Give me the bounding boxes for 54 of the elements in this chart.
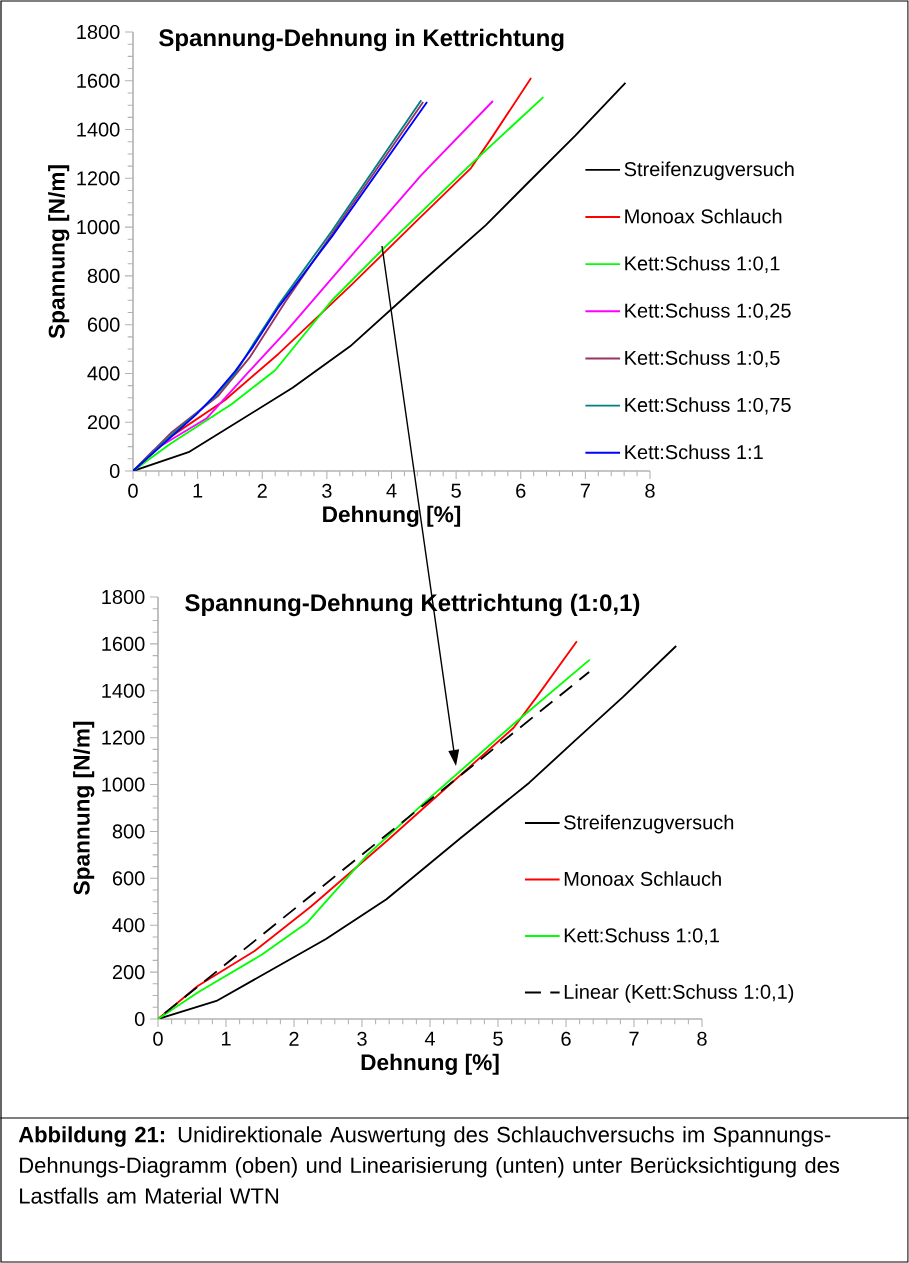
y-tick-label: 1200 [77, 171, 120, 186]
x-tick-label: 5 [451, 483, 461, 498]
y-tick-label: 1800 [77, 24, 120, 40]
y-tick-label: 200 [87, 415, 120, 430]
y-tick-label: 1200 [102, 730, 145, 745]
x-tick-label: 3 [322, 483, 332, 498]
y-axis-title: Spannung [N/m] [48, 165, 70, 339]
y-tick-label: 200 [112, 965, 145, 980]
legend-label: Linear (Kett:Schuss 1:0,1) [564, 984, 794, 1003]
y-tick-label: 1400 [77, 122, 120, 137]
legend-label: Kett:Schuss 1:0,1 [564, 927, 719, 945]
y-tick-label: 1000 [77, 220, 120, 235]
legend-label: Kett:Schuss 1:0,75 [625, 397, 791, 415]
x-tick-label: 7 [580, 483, 590, 498]
x-axis-title: Dehnung [%] [361, 1053, 499, 1075]
y-axis-title: Spannung [N/m] [73, 721, 95, 895]
y-tick-label: 0 [134, 1011, 145, 1027]
legend-label: Streifenzugversuch [564, 814, 734, 834]
legend-label: Monoax Schlauch [564, 871, 721, 886]
y-tick-label: 800 [112, 824, 145, 839]
text: Abbildung 21: Unidirektionale Auswertung des Schlauchversuchs im Spannungs-Dehnungs-Diagramm (oben) und Linearisierung (unten) unter Berücksichtigung des Lastfalls am Material WTN [18, 1126, 840, 1204]
y-tick-label: 1600 [77, 73, 120, 88]
x-tick-label: 6 [561, 1031, 571, 1046]
x-tick-label: 6 [516, 483, 526, 498]
x-tick-label: 8 [645, 483, 655, 498]
y-tick-label: 400 [112, 918, 145, 933]
x-tick-label: 3 [357, 1031, 367, 1046]
y-tick-label: 800 [87, 268, 120, 283]
x-tick-label: 1 [193, 483, 203, 498]
legend-label: Kett:Schuss 1:1 [625, 444, 763, 460]
x-tick-label: 4 [386, 483, 397, 498]
x-tick-label: 2 [289, 1031, 299, 1046]
legend-label: Monoax Schlauch [625, 208, 782, 224]
x-tick-label: 5 [493, 1031, 503, 1046]
legend-label: Kett:Schuss 1:0,25 [625, 303, 791, 321]
legend-label: Kett:Schuss 1:0,1 [625, 255, 780, 273]
x-tick-label: 1 [221, 1031, 231, 1046]
y-tick-label: 400 [87, 366, 120, 381]
x-tick-label: 8 [697, 1031, 707, 1046]
y-tick-label: 1000 [102, 777, 145, 792]
x-tick-label: 2 [257, 483, 267, 498]
y-tick-label: 0 [109, 463, 120, 479]
y-tick-label: 1400 [102, 683, 145, 698]
x-axis-title: Dehnung [%] [323, 505, 461, 527]
x-tick-label: 0 [153, 1031, 163, 1046]
legend-label: Kett:Schuss 1:0,5 [625, 350, 780, 368]
x-tick-label: 4 [424, 1031, 435, 1046]
legend-label: Streifenzugversuch [624, 161, 794, 181]
y-tick-label: 600 [87, 317, 120, 332]
x-tick-label: 7 [629, 1031, 639, 1046]
y-tick-label: 1600 [102, 636, 145, 651]
y-tick-label: 1800 [102, 589, 145, 605]
chart-title: Spannung-Dehnung in Kettrichtung [159, 28, 564, 52]
y-tick-label: 600 [112, 871, 145, 886]
